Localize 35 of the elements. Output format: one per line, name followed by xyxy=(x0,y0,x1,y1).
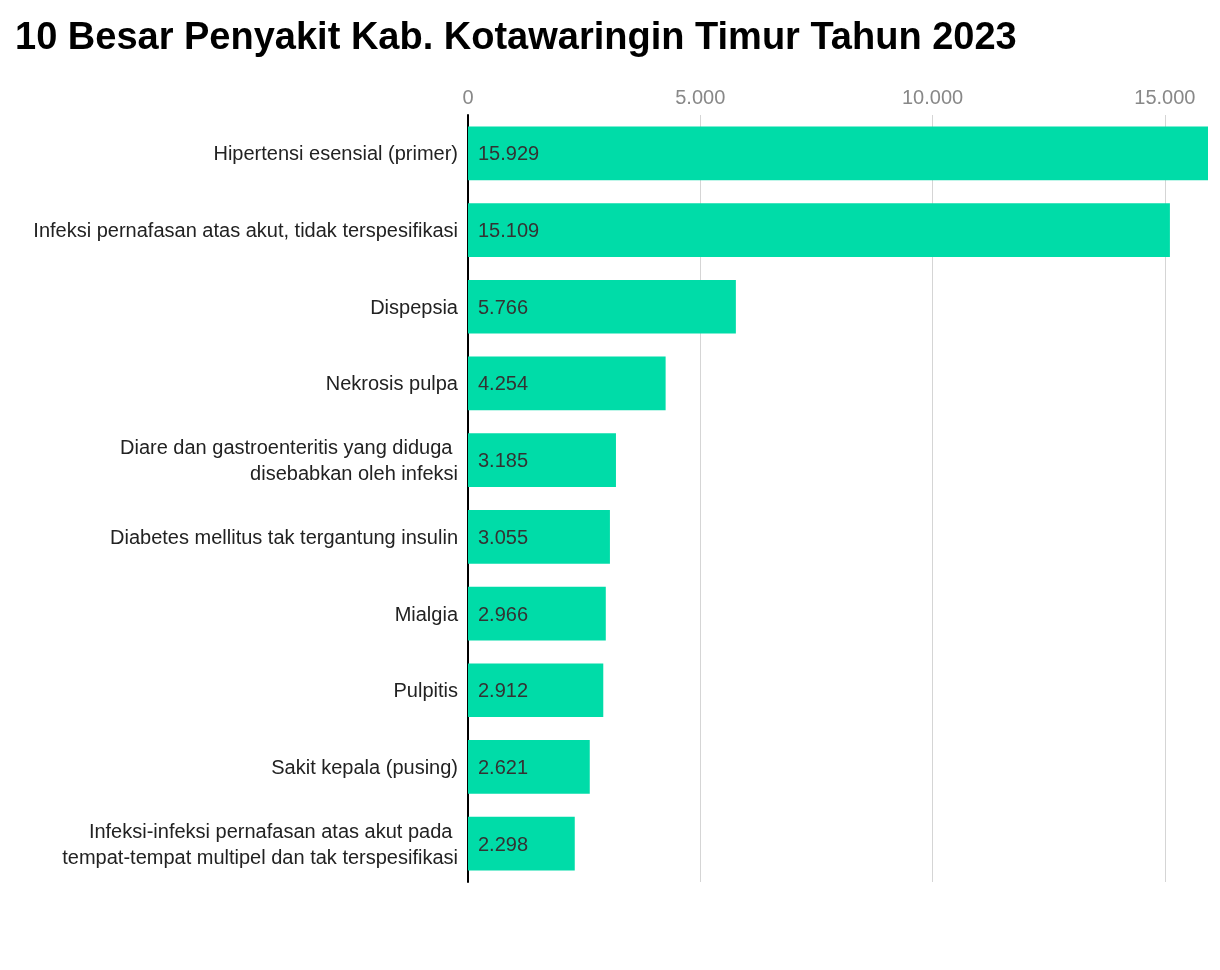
data-label: 4.254 xyxy=(478,372,529,395)
y-tick-label: Diabetes mellitus tak tergantung insulin xyxy=(110,525,458,548)
bar xyxy=(468,279,736,334)
y-tick-label: Pulpitis xyxy=(393,679,458,702)
bar xyxy=(468,126,1208,181)
data-label: 3.055 xyxy=(478,525,529,548)
bar xyxy=(468,510,610,564)
data-label: 3.185 xyxy=(478,449,529,472)
y-tick-label: Mialgia xyxy=(394,602,459,625)
x-tick-label: 0 xyxy=(462,86,474,108)
bar xyxy=(468,816,575,871)
x-tick-label: 15.000 xyxy=(1134,86,1196,108)
y-tick-label: Infeksi-infeksi pernafasan atas akut pada tempat-tempat multipel dan tak terspesifikasi xyxy=(62,819,458,868)
bar xyxy=(468,433,616,487)
bar xyxy=(468,586,606,641)
y-tick-label: Infeksi pernafasan atas akut, tidak terspesifikasi xyxy=(33,219,458,242)
chart-title: 10 Besar Penyakit Kab. Kotawaringin Timur Tahun 2023 xyxy=(15,15,1017,57)
data-label: 2.621 xyxy=(478,755,529,778)
data-label: 2.912 xyxy=(478,679,529,702)
y-tick-label: Nekrosis pulpa xyxy=(325,372,459,395)
bar xyxy=(468,203,1170,257)
x-tick-label: 5.000 xyxy=(675,86,726,108)
y-tick-label: Dispepsia xyxy=(370,295,459,318)
bar xyxy=(468,356,666,411)
y-tick-label: Sakit kepala (pusing) xyxy=(271,755,458,778)
bar xyxy=(468,663,604,718)
bar xyxy=(468,740,590,794)
x-tick-label: 10.000 xyxy=(901,86,964,108)
data-label: 15.929 xyxy=(478,142,540,165)
data-label: 15.109 xyxy=(478,219,540,242)
data-label: 2.298 xyxy=(478,832,529,855)
data-label: 2.966 xyxy=(478,602,529,625)
y-tick-label: Hipertensi esensial (primer) xyxy=(213,142,458,165)
y-tick-label: Diare dan gastroenteritis yang diduga disebabkan oleh infeksi xyxy=(120,436,458,485)
data-label: 5.766 xyxy=(478,295,529,318)
